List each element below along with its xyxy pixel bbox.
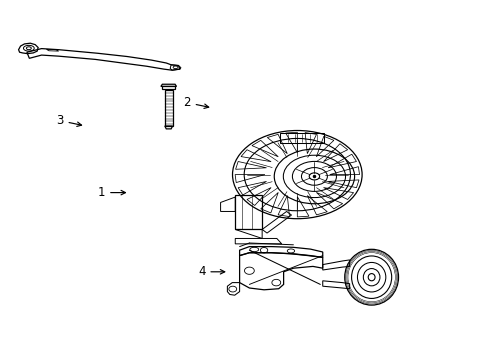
Text: 4: 4 (198, 265, 224, 278)
Text: 2: 2 (183, 96, 208, 109)
Text: 3: 3 (56, 114, 81, 127)
Text: 1: 1 (98, 186, 125, 199)
